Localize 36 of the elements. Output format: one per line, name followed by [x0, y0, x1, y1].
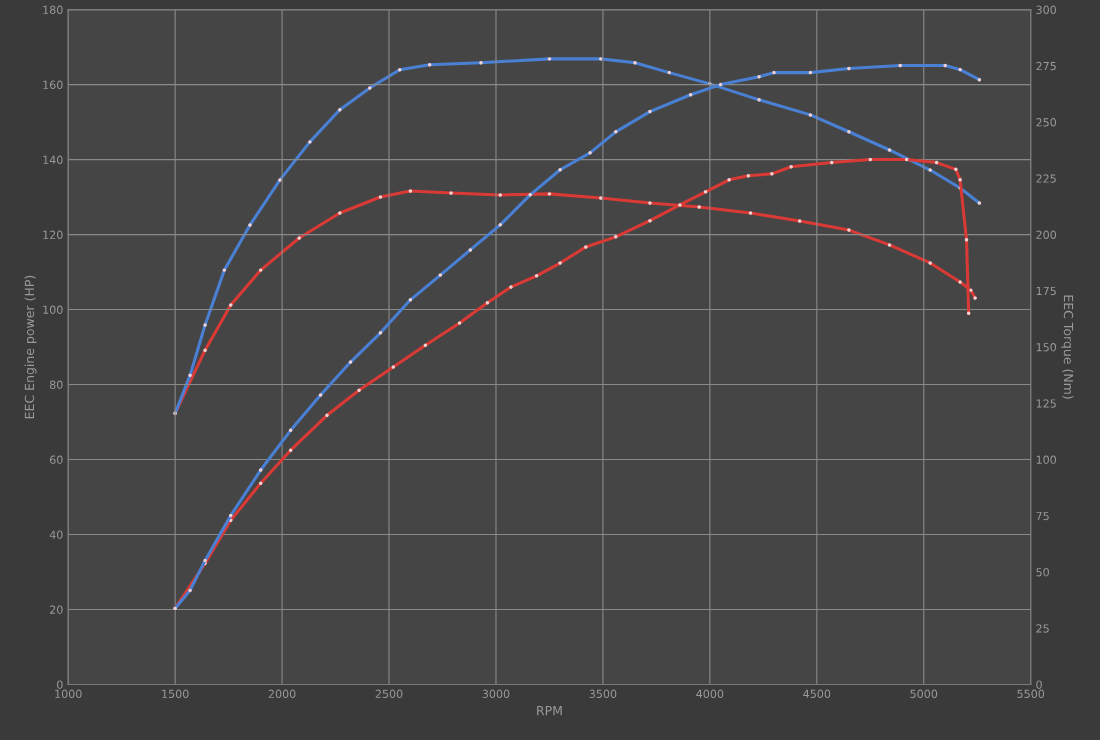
x-axis-title: RPM: [537, 706, 562, 716]
y2-tick-label: 250: [1036, 118, 1057, 127]
y2-tick-label: 50: [1036, 567, 1049, 577]
y-tick-label: 100: [43, 305, 63, 314]
y2-tick-label: 0: [1036, 680, 1042, 689]
x-tick-label: 2500: [375, 689, 403, 698]
y2-tick-label: 125: [1036, 399, 1056, 408]
x-tick-label: 3000: [482, 689, 510, 698]
y-tick-label: 80: [49, 380, 63, 389]
x-tick-label: 3500: [589, 689, 617, 698]
y2-tick-label: 275: [1036, 61, 1056, 71]
x-tick-label: 1000: [55, 689, 82, 698]
y2-tick-label: 200: [1036, 230, 1057, 239]
x-tick-label: 2000: [268, 689, 296, 698]
x-tick-label: 4000: [696, 689, 724, 698]
y2-tick-label: 300: [1036, 5, 1057, 14]
y2-tick-label: 100: [1036, 455, 1057, 464]
y2-tick-label: 225: [1036, 174, 1056, 183]
x-tick-label: 1500: [162, 689, 189, 698]
y-tick-label: 140: [43, 155, 63, 164]
x-tick-label: 4500: [803, 689, 831, 698]
y2-axis-title: EEC Torque (Nm): [1061, 295, 1074, 399]
y2-tick-label: 150: [1036, 343, 1057, 352]
y2-tick-label: 25: [1036, 624, 1049, 633]
y2-tick-label: 75: [1036, 511, 1049, 521]
y2-tick-label: 175: [1036, 286, 1056, 296]
y-tick-label: 60: [49, 455, 63, 464]
y-tick-label: 160: [43, 80, 63, 89]
y-tick-label: 40: [49, 530, 63, 539]
y-tick-label: 0: [57, 680, 63, 689]
y-tick-label: 180: [43, 5, 63, 14]
y-tick-label: 20: [50, 605, 63, 614]
y-axis-title: EEC Engine power (HP): [24, 275, 37, 419]
x-tick-label: 5000: [910, 689, 938, 698]
x-tick-label: 5500: [1017, 689, 1045, 698]
y-tick-label: 120: [43, 230, 63, 239]
